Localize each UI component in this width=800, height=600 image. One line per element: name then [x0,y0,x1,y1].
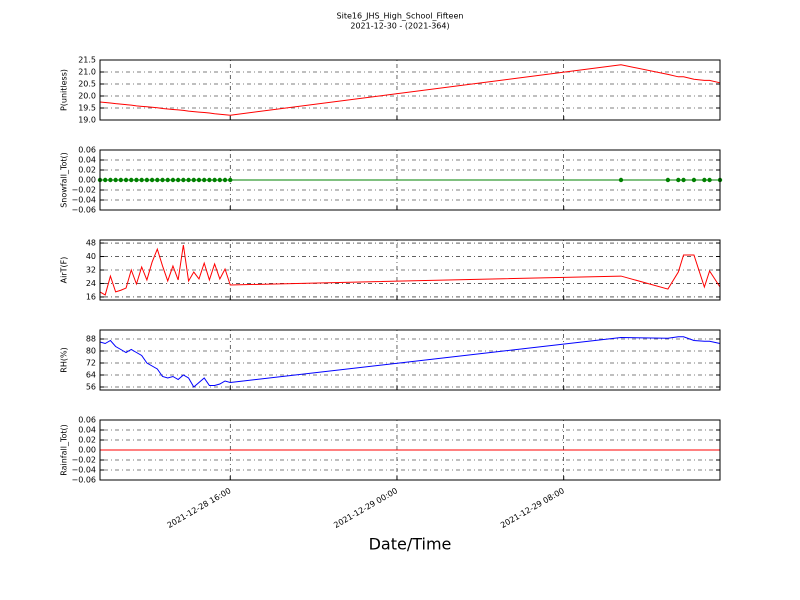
y-tick-label: −0.02 [71,456,96,465]
y-tick-label: 88 [86,335,96,344]
y-tick-label: 21.0 [78,68,96,77]
y-axis-label: P(unitless) [60,69,69,111]
y-tick-label: 21.5 [78,56,96,65]
marker [103,177,108,183]
marker [108,177,113,183]
marker [207,177,212,183]
y-tick-label: 19.0 [78,116,96,125]
marker [196,177,202,183]
marker [186,177,191,183]
y-tick-label: 0.02 [78,166,96,175]
y-tick-label: 0.06 [78,416,96,425]
marker [618,177,624,183]
y-tick-label: 24 [86,279,96,288]
plot-frame [99,149,721,211]
y-tick-label: 20.0 [78,92,96,101]
y-axis-label: Rainfall_Tot() [60,424,69,476]
y-tick-label: 72 [86,359,96,368]
x-tick-label: 2021-12-29 08:00 [499,486,566,530]
x-tick-label: 2021-12-28 16:00 [166,486,233,530]
marker [212,177,217,183]
y-tick-label: −0.04 [71,196,96,205]
marker [691,177,697,183]
marker [707,177,712,183]
marker [170,177,176,183]
marker [129,177,134,183]
y-tick-label: 20.5 [78,80,96,89]
marker [155,177,160,183]
marker [123,177,129,183]
y-tick-label: 0.00 [78,446,96,455]
y-tick-label: 40 [86,252,96,261]
y-tick-label: 56 [86,383,96,392]
y-tick-label: 64 [86,371,96,380]
marker [139,177,144,183]
marker [681,177,686,183]
plot-frame [99,239,721,301]
y-tick-label: 0.06 [78,146,96,155]
marker [134,177,139,183]
y-tick-label: 48 [86,239,96,248]
marker [702,177,707,183]
marker [217,177,223,183]
y-tick-label: −0.02 [71,186,96,195]
y-tick-label: 32 [86,266,96,275]
marker [118,177,124,183]
marker [191,177,196,183]
x-tick-label: 2021-12-29 00:00 [332,486,399,530]
plot-frame [99,419,721,481]
y-tick-label: 0.00 [78,176,96,185]
y-tick-label: 0.04 [78,426,96,435]
y-tick-label: 16 [86,292,96,301]
plot-frame [99,59,721,121]
plot-frame [99,329,721,391]
marker [160,177,165,183]
marker [175,177,181,183]
marker [228,177,233,183]
y-tick-label: 0.02 [78,436,96,445]
chart-subtitle: 2021-12-30 - (2021-364) [350,22,449,31]
chart-title: Site16_JHS_High_School_Fifteen [337,12,464,21]
marker [676,177,681,183]
line [99,64,721,116]
x-axis-label: Date/Time [369,535,452,554]
y-axis-label: AirT(F) [60,257,69,284]
marker [165,177,170,183]
marker [144,177,150,183]
marker [113,177,118,183]
marker [202,177,207,183]
y-tick-label: 80 [86,347,96,356]
y-axis-label: Snowfall_Tot() [60,152,69,208]
y-tick-label: −0.06 [71,476,96,485]
line [99,244,721,296]
y-tick-label: −0.06 [71,206,96,215]
y-tick-label: 0.04 [78,156,96,165]
marker [665,177,671,183]
marker [181,177,186,183]
y-axis-label: RH(%) [60,347,69,372]
marker [149,177,155,183]
line [99,336,721,388]
y-tick-label: −0.04 [71,466,96,475]
y-tick-label: 19.5 [78,104,96,113]
marker [222,177,228,183]
